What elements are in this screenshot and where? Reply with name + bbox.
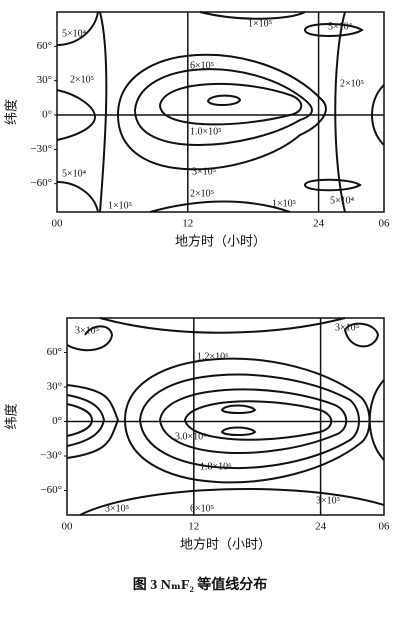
y-tick-label: −30°: [30, 143, 52, 155]
contour-label: 6×10⁵: [190, 503, 214, 514]
contour-label: 3×10⁵: [335, 322, 359, 333]
y-tick-label: 60°: [37, 40, 52, 52]
y-tick-label: 30°: [37, 74, 52, 86]
x-tick-label: 00: [62, 521, 74, 533]
contour-label: 2×10⁵: [340, 78, 364, 89]
contour-label: 1×10⁵: [272, 198, 296, 209]
contour-label: 2×10⁵: [190, 188, 214, 199]
contour-label: 5×10⁴: [62, 28, 87, 39]
y-tick-label: 0°: [52, 415, 62, 427]
y-axis-label: 纬度: [4, 99, 20, 125]
y-tick-label: −60°: [40, 484, 62, 496]
x-axis-label: 地方时（小时）: [180, 537, 271, 553]
contours-top: [56, 11, 385, 213]
contour-label: 1×10⁵: [108, 200, 132, 211]
contour-label: 5×10⁴: [62, 168, 87, 179]
contour-label: 1.8×10⁶: [200, 461, 232, 472]
x-tick-label: 24: [313, 218, 325, 230]
contour-label: 5×10⁴: [328, 21, 353, 32]
y-tick-label: 30°: [47, 381, 62, 393]
caption: 图 3 NₘF₂ 等值线分布: [133, 576, 268, 593]
contour-label: 5×10⁴: [330, 195, 355, 206]
contour-label: 3×10⁵: [316, 495, 340, 506]
y-tick-label: 60°: [47, 346, 62, 358]
plot-frame: [56, 11, 385, 213]
x-tick-label: 00: [52, 218, 64, 230]
contour-label: 1×10⁵: [248, 18, 272, 29]
contour-label: 3×10⁵: [192, 166, 216, 177]
contour-label: 3×10⁵: [75, 325, 99, 336]
contour-label: 3.0×10⁶: [175, 431, 207, 442]
x-tick-label: 24: [315, 521, 327, 533]
contour-label: 3×10⁵: [105, 503, 129, 514]
x-tick-label: 12: [182, 218, 193, 230]
plot-frame: [66, 317, 385, 516]
y-axis-label: 纬度: [4, 403, 20, 429]
y-tick-label: 0°: [42, 109, 52, 121]
contour-label: 2×10⁵: [70, 74, 94, 85]
x-tick-label: 06: [379, 521, 391, 533]
contour-label: 1.0×10⁵: [190, 126, 222, 137]
x-tick-label: 06: [379, 218, 391, 230]
y-tick-label: −30°: [40, 450, 62, 462]
contours-bottom: [66, 317, 385, 516]
contour-label: 1.2×10⁶: [197, 351, 229, 362]
x-axis-label: 地方时（小时）: [175, 234, 266, 250]
x-tick-label: 12: [188, 521, 199, 533]
y-tick-label: −60°: [30, 177, 52, 189]
contour-label: 6×10⁵: [190, 60, 214, 71]
